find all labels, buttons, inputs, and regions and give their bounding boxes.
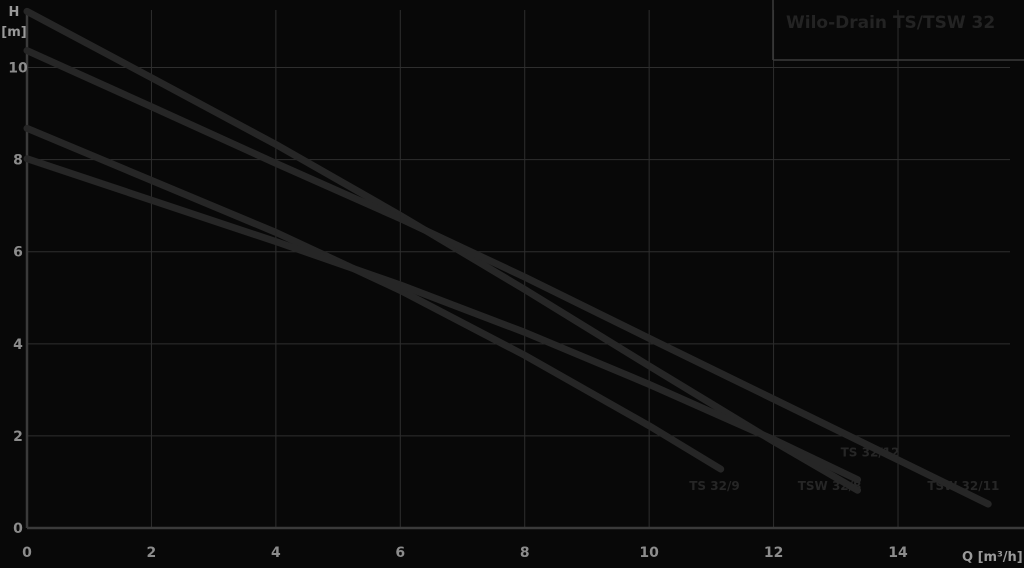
curve-tsw-32-11 [23, 47, 992, 508]
y-axis-unit: [m] [1, 25, 26, 40]
curve-labels: TS 32/12 TSW 32/11 TS 32/9 TSW 32/8 [689, 446, 999, 494]
x-tick-label: 12 [764, 545, 783, 561]
y-axis-name: H [9, 5, 20, 20]
x-tick-label: 6 [395, 545, 405, 561]
y-tick-label: 10 [8, 61, 28, 77]
curve-ts-32-9 [23, 124, 725, 473]
x-tick-label: 8 [520, 545, 530, 561]
chart-title: Wilo-Drain TS/TSW 32 [786, 13, 995, 33]
curve-label-ts-32-9: TS 32/9 [689, 479, 739, 493]
x-tick-label: 14 [888, 545, 908, 561]
curve-lines [23, 7, 992, 508]
curve-label-ts-32-12: TS 32/12 [841, 446, 900, 460]
x-tick-label: 10 [639, 545, 659, 561]
curve-tsw-32-8 [23, 155, 862, 484]
y-tick-label: 6 [13, 245, 23, 261]
x-axis-name: Q [m³/h] [962, 550, 1023, 565]
title-box: Wilo-Drain TS/TSW 32 [772, 0, 1024, 61]
grid-lines [27, 10, 1010, 528]
y-tick-label: 8 [13, 153, 23, 169]
curve-label-tsw-32-8: TSW 32/8 [798, 479, 862, 493]
x-tick-label: 2 [147, 545, 157, 561]
y-tick-label: 4 [13, 337, 23, 353]
y-tick-label: 0 [13, 521, 23, 537]
x-tick-label: 0 [22, 545, 32, 561]
tick-labels: 0 2 4 6 8 10 12 14 0 2 4 6 8 10 [8, 61, 908, 561]
x-tick-label: 4 [271, 545, 281, 561]
curve-label-tsw-32-11: TSW 32/11 [927, 479, 999, 493]
axis-lines [25, 10, 1024, 530]
y-tick-label: 2 [13, 429, 23, 445]
